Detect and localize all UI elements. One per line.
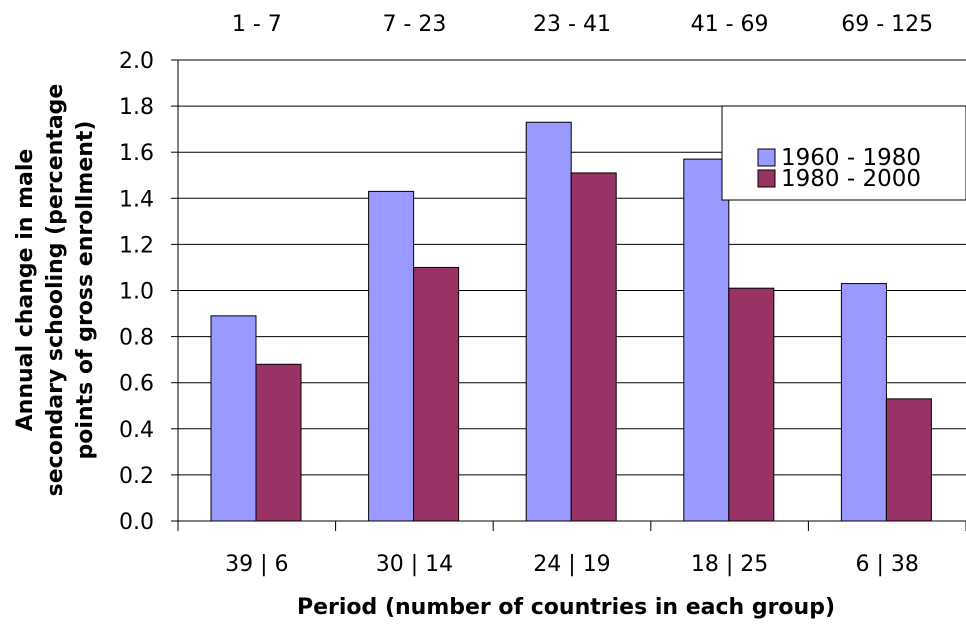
bar-1960-1980-4 bbox=[840, 283, 887, 522]
y-axis-title-line-1: Annual change in male bbox=[13, 149, 38, 432]
y-axis-title: Annual change in male secondary schoolin… bbox=[13, 84, 98, 497]
bar-1960-1980-0 bbox=[210, 315, 257, 522]
bar-1960-1980-3 bbox=[683, 158, 730, 522]
y-tick-label: 2.0 bbox=[119, 49, 154, 74]
bar-1960-1980-2 bbox=[525, 121, 572, 522]
y-axis-title-line-2: secondary schooling (percentage bbox=[43, 84, 68, 497]
bar-1980-2000-3 bbox=[728, 287, 775, 522]
legend: 1960 - 1980 1980 - 2000 bbox=[721, 105, 966, 201]
bar-1980-2000-4 bbox=[885, 398, 932, 522]
y-tick-label: 0.2 bbox=[119, 464, 154, 489]
legend-label-1960-1980: 1960 - 1980 bbox=[781, 145, 921, 171]
x-category-label: 6 | 38 bbox=[856, 552, 919, 577]
y-axis-ticks: 0.0 0.2 0.4 0.6 0.8 1.0 1.2 1.4 1.6 1.8 2.0 bbox=[119, 49, 178, 535]
top-category-label: 23 - 41 bbox=[533, 12, 611, 37]
y-tick-label: 1.8 bbox=[119, 95, 154, 120]
top-category-label: 7 - 23 bbox=[382, 12, 446, 37]
x-category-label: 18 | 25 bbox=[691, 552, 768, 577]
top-category-label: 1 - 7 bbox=[232, 12, 282, 37]
x-category-label: 30 | 14 bbox=[376, 552, 453, 577]
y-tick-label: 0.4 bbox=[119, 418, 154, 443]
x-category-label: 39 | 6 bbox=[225, 552, 288, 577]
bar-1980-2000-1 bbox=[413, 266, 460, 522]
bar-1960-1980-1 bbox=[368, 190, 415, 522]
y-tick-label: 1.2 bbox=[119, 233, 154, 258]
y-tick-label: 1.6 bbox=[119, 141, 154, 166]
legend-label-1980-2000: 1980 - 2000 bbox=[781, 166, 921, 192]
top-category-label: 41 - 69 bbox=[691, 12, 769, 37]
bar-1980-2000-2 bbox=[570, 172, 617, 522]
y-tick-label: 0.0 bbox=[119, 510, 154, 535]
top-category-labels: 1 - 7 7 - 23 23 - 41 41 - 69 69 - 125 bbox=[232, 12, 933, 37]
y-axis-title-line-3: points of gross enrollment) bbox=[73, 121, 98, 460]
legend-swatch-1960-1980 bbox=[757, 148, 776, 167]
legend-swatch-1980-2000 bbox=[757, 169, 776, 188]
y-tick-label: 1.0 bbox=[119, 280, 154, 305]
y-tick-label: 0.8 bbox=[119, 326, 154, 351]
x-axis-ticks: 39 | 6 30 | 14 24 | 19 18 | 25 6 | 38 bbox=[177, 521, 966, 577]
x-category-label: 24 | 19 bbox=[533, 552, 610, 577]
top-category-label: 69 - 125 bbox=[841, 12, 933, 37]
x-axis-title: Period (number of countries in each grou… bbox=[297, 595, 835, 620]
y-tick-label: 0.6 bbox=[119, 372, 154, 397]
bar-1980-2000-0 bbox=[255, 363, 302, 522]
y-tick-label: 1.4 bbox=[119, 187, 154, 212]
